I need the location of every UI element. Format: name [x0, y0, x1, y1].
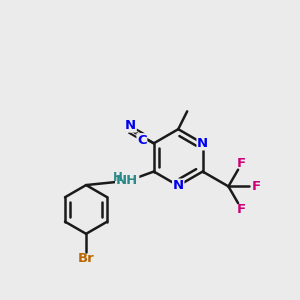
- Text: F: F: [237, 157, 246, 170]
- Text: Br: Br: [78, 252, 94, 265]
- Text: F: F: [237, 203, 246, 216]
- Text: NH: NH: [116, 174, 138, 187]
- Text: N: N: [173, 179, 184, 192]
- Text: C: C: [137, 134, 147, 147]
- Text: N: N: [125, 119, 136, 132]
- Text: N: N: [197, 137, 208, 150]
- Text: H: H: [112, 171, 122, 184]
- Text: F: F: [252, 180, 261, 193]
